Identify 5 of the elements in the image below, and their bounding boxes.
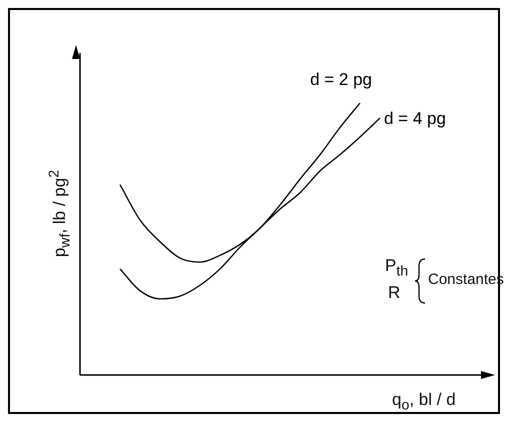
series-label: d = 2 pg (310, 70, 372, 90)
annotation: P$_{th}$ (385, 256, 408, 280)
annotation: R (388, 283, 400, 303)
series-label: d = 4 pg (384, 109, 446, 128)
x-axis-title: q$_{o}$, bl / d (392, 390, 456, 414)
